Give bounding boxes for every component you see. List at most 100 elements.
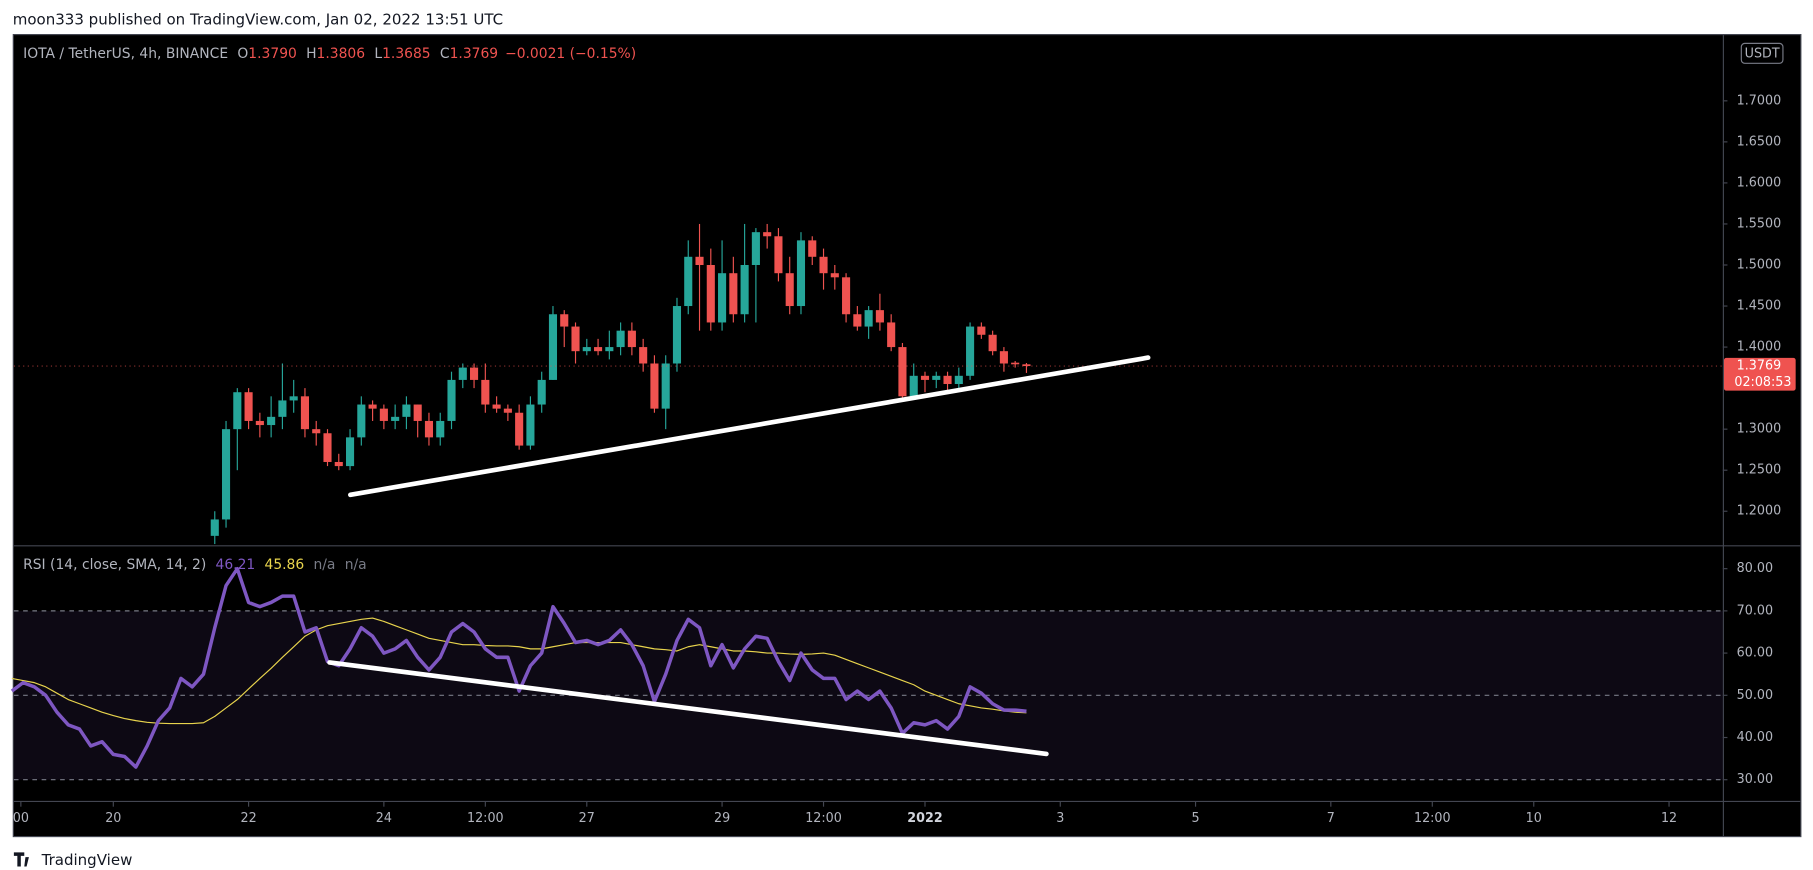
candle-body bbox=[357, 404, 366, 438]
candle-body bbox=[932, 375, 941, 380]
y-tick-label: 1.2500 bbox=[1737, 463, 1781, 478]
change-value: −0.0021 (−0.15%) bbox=[505, 46, 636, 62]
ohlc-value: 1.3806 bbox=[317, 46, 366, 62]
x-tick-label: 24 bbox=[376, 811, 392, 826]
candle-body bbox=[526, 404, 535, 446]
rsi-trendline bbox=[327, 660, 1049, 757]
candle-body bbox=[346, 437, 355, 467]
candle-body bbox=[537, 379, 546, 405]
plot-layer: 1.2000 1.2500 1.3000 1.4000 1.4500 1.5000 1.55… bbox=[10, 46, 1796, 826]
countdown-label: 02:08:53 bbox=[1734, 375, 1791, 390]
candle-body bbox=[808, 240, 817, 257]
candle-body bbox=[729, 273, 738, 315]
x-tick-label: 10 bbox=[1526, 811, 1542, 826]
y-tick-label: 30.00 bbox=[1737, 772, 1773, 787]
x-tick-label: 3 bbox=[1056, 811, 1064, 826]
y-tick-label: 1.7000 bbox=[1737, 93, 1781, 108]
logo-mark bbox=[13, 852, 29, 867]
ohlc-key: H bbox=[306, 46, 316, 62]
candle-body bbox=[650, 363, 659, 409]
candle-body bbox=[853, 314, 862, 327]
candle-body bbox=[605, 347, 614, 352]
rsi-value: 46.21 bbox=[216, 557, 256, 573]
y-tick-label: 80.00 bbox=[1737, 561, 1773, 576]
candle-body bbox=[267, 416, 276, 426]
candle-body bbox=[458, 367, 467, 380]
publish-header: moon333 published on TradingView.com, Ja… bbox=[13, 10, 503, 28]
candle-body bbox=[661, 363, 670, 409]
x-tick-label: 2022 bbox=[907, 811, 942, 826]
candle-body bbox=[672, 306, 682, 364]
candle-body bbox=[920, 375, 930, 380]
ohlc-key: O bbox=[237, 46, 248, 62]
ohlc-value: 1.3685 bbox=[382, 46, 431, 62]
last-price-label: 1.3769 bbox=[1737, 358, 1781, 373]
x-tick-label: 5 bbox=[1192, 811, 1200, 826]
candle-body bbox=[334, 461, 343, 467]
candle-body bbox=[796, 240, 806, 307]
y-tick-label: 1.6500 bbox=[1737, 134, 1781, 149]
candle-body bbox=[379, 408, 388, 421]
candle-body bbox=[1011, 362, 1020, 365]
candle-body bbox=[830, 273, 839, 278]
candle-body bbox=[424, 420, 434, 438]
candle-body bbox=[1022, 364, 1031, 367]
y-tick-label: 1.5500 bbox=[1737, 216, 1781, 231]
candle-body bbox=[988, 334, 997, 352]
price-trendline bbox=[348, 355, 1151, 498]
candle-body bbox=[887, 322, 896, 348]
rsi-line bbox=[11, 617, 1027, 725]
candle-body bbox=[706, 264, 715, 323]
y-tick-label: 1.2000 bbox=[1737, 504, 1781, 519]
candle-body bbox=[447, 379, 456, 421]
ohlc-key: L bbox=[374, 46, 382, 62]
candle-body bbox=[503, 408, 512, 413]
candle-body bbox=[470, 367, 479, 380]
candle-body bbox=[436, 420, 445, 438]
x-tick-label: 12:00 bbox=[467, 811, 504, 826]
footer-logo bbox=[13, 852, 29, 867]
candle-body bbox=[977, 326, 986, 335]
ohlc-key: C bbox=[440, 46, 450, 62]
candle-body bbox=[718, 273, 727, 323]
candle-body bbox=[751, 232, 760, 265]
y-tick-label: 1.5000 bbox=[1737, 257, 1781, 272]
candle-body bbox=[627, 330, 636, 348]
candle-body bbox=[560, 314, 569, 327]
candle-body bbox=[300, 396, 310, 430]
candle-body bbox=[402, 404, 411, 417]
candle-body bbox=[391, 416, 400, 421]
chart-legend: IOTA / TetherUS, 4h, BINANCE O1.3790 H1.38… bbox=[23, 46, 636, 62]
candle-body bbox=[323, 433, 332, 462]
candle-body bbox=[898, 347, 907, 397]
y-tick-label: 40.00 bbox=[1737, 730, 1773, 745]
ohlc-value: 1.3769 bbox=[450, 46, 499, 62]
candle-body bbox=[289, 396, 298, 401]
x-tick-label: 22 bbox=[240, 811, 256, 826]
rsi-legend: RSI (14, close, SMA, 14, 2) 46.21 45.86 n/a… bbox=[23, 557, 367, 573]
candle-body bbox=[244, 392, 253, 421]
x-tick-label: 12:00 bbox=[805, 811, 842, 826]
currency-box bbox=[1740, 42, 1784, 64]
candle-body bbox=[966, 326, 975, 376]
rsi-pane bbox=[13, 547, 1723, 801]
rsi-na: n/a bbox=[345, 557, 367, 573]
rsi-line bbox=[10, 566, 1027, 769]
ohlc-value: 1.3790 bbox=[248, 46, 297, 62]
candle-body bbox=[221, 429, 231, 520]
candle-body bbox=[492, 404, 501, 409]
candle-body bbox=[594, 347, 603, 352]
x-tick-label: 29 bbox=[714, 811, 730, 826]
x-tick-label: 00 bbox=[13, 811, 29, 826]
candle-body bbox=[875, 310, 884, 323]
candle-body bbox=[233, 392, 242, 430]
candle-body bbox=[548, 314, 558, 380]
candle-body bbox=[842, 277, 851, 315]
symbol-title: IOTA / TetherUS, 4h, BINANCE bbox=[23, 46, 228, 62]
rsi-na: n/a bbox=[313, 557, 335, 573]
candle-body bbox=[210, 519, 219, 536]
x-tick-label: 27 bbox=[579, 811, 595, 826]
candle-body bbox=[763, 232, 772, 237]
